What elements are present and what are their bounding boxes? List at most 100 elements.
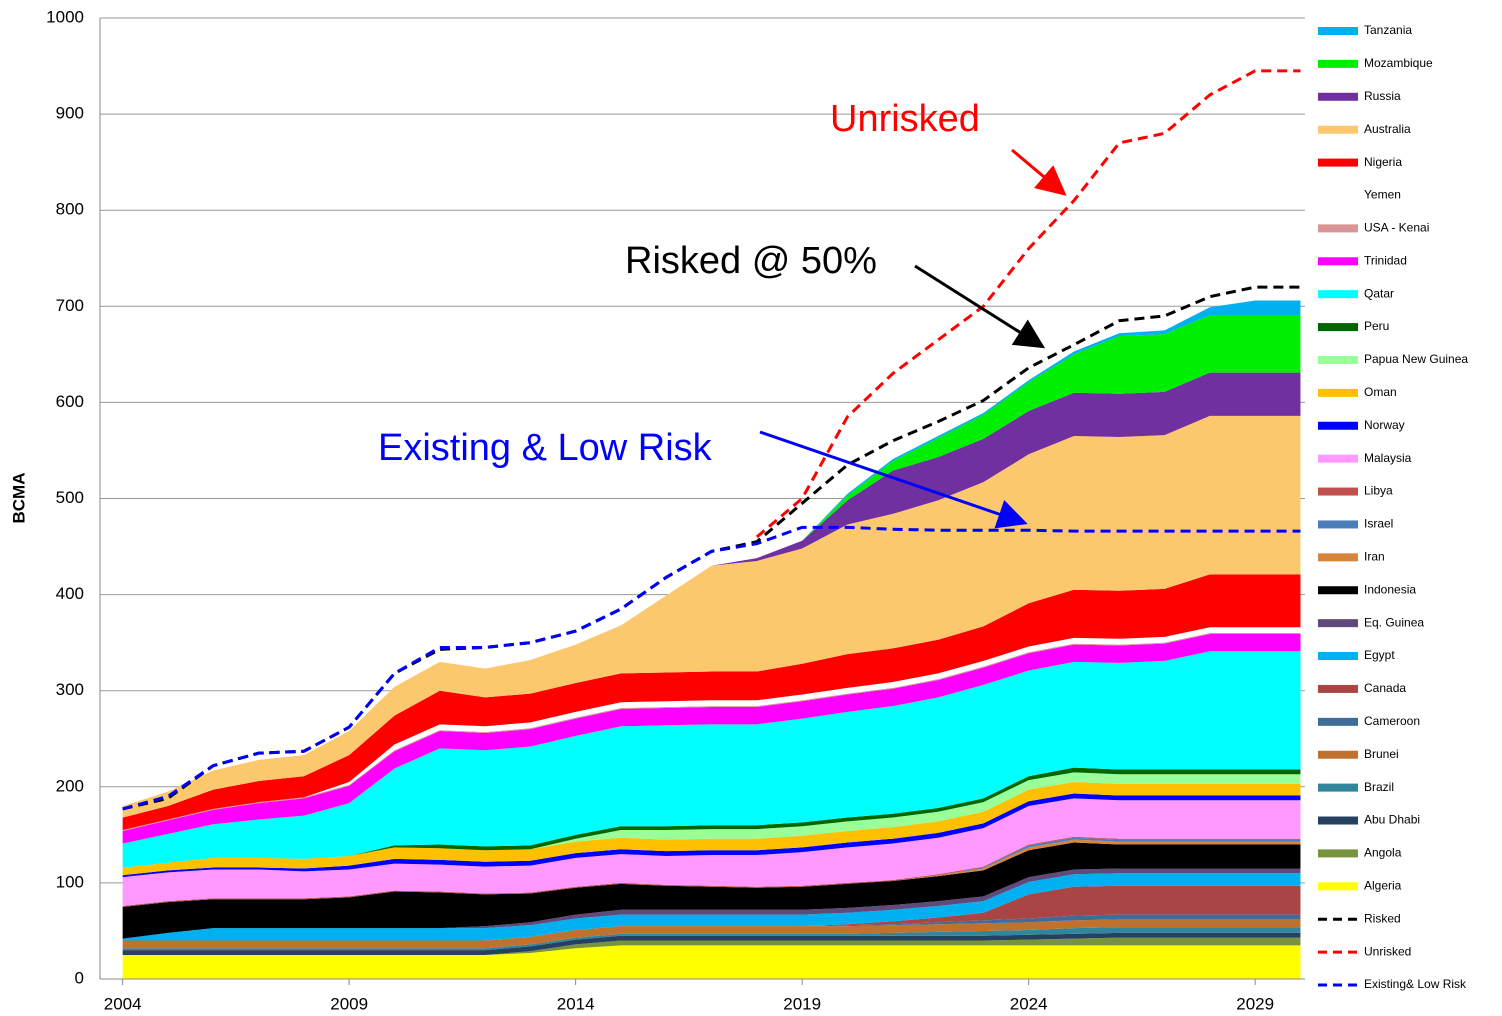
legend: Tanzania Mozambique Russia Australia Nigeria… — [1318, 23, 1468, 991]
legend-swatch — [1318, 816, 1358, 825]
legend-swatch — [1318, 487, 1358, 496]
legend-label: Egypt — [1364, 648, 1395, 662]
x-tick-label: 2029 — [1236, 994, 1274, 1013]
legend-swatch — [1318, 125, 1358, 134]
arrow — [1011, 148, 1067, 196]
area — [122, 793, 1301, 878]
legend-swatch — [1318, 553, 1358, 562]
legend-swatch — [1318, 684, 1358, 693]
y-tick-label: 800 — [56, 200, 84, 219]
y-tick-label: 1000 — [46, 7, 84, 26]
legend-label: Abu Dhabi — [1364, 813, 1420, 827]
x-tick-label: 2014 — [557, 994, 595, 1013]
legend-swatch — [1318, 290, 1358, 299]
legend-label: Trinidad — [1364, 253, 1407, 267]
legend-swatch — [1318, 257, 1358, 266]
line — [122, 525, 1301, 811]
x-tick-label: 2019 — [783, 994, 821, 1013]
x-tick-label: 2009 — [330, 994, 368, 1013]
legend-label: Brazil — [1364, 780, 1394, 794]
legend-swatch — [1318, 849, 1358, 858]
area — [122, 945, 1301, 979]
legend-label: Angola — [1364, 846, 1402, 860]
legend-label: Eq. Guinea — [1364, 615, 1424, 629]
legend-swatch — [1318, 652, 1358, 661]
legend-label: Oman — [1364, 385, 1397, 399]
area — [122, 842, 1301, 939]
y-tick-label: 400 — [56, 584, 84, 603]
legend-swatch — [1318, 520, 1358, 529]
area — [122, 873, 1301, 941]
area — [122, 919, 1301, 949]
legend-label: Unrisked — [1364, 944, 1411, 958]
legend-swatch — [1318, 717, 1358, 726]
legend-label: Israel — [1364, 517, 1393, 531]
legend-label: Indonesia — [1364, 582, 1416, 596]
legend-swatch — [1318, 882, 1358, 891]
y-tick-label: 700 — [56, 296, 84, 315]
legend-swatch — [1318, 191, 1358, 200]
legend-swatch — [1318, 158, 1358, 167]
area — [122, 914, 1301, 941]
y-tick-label: 200 — [56, 776, 84, 795]
legend-swatch — [1318, 388, 1358, 397]
area — [122, 885, 1301, 941]
arrows — [759, 148, 1067, 529]
legend-swatch — [1318, 586, 1358, 595]
legend-label: USA - Kenai — [1364, 221, 1429, 235]
legend-label: Risked — [1364, 911, 1401, 925]
area — [122, 314, 1301, 807]
area — [122, 372, 1301, 807]
area — [122, 932, 1301, 955]
y-tick-label: 500 — [56, 488, 84, 507]
area — [122, 798, 1301, 906]
y-tick-label: 900 — [56, 104, 84, 123]
legend-label: Cameroon — [1364, 714, 1420, 728]
y-tick-label: 600 — [56, 392, 84, 411]
legend-label: Qatar — [1364, 286, 1394, 300]
legend-label: Malaysia — [1364, 451, 1412, 465]
legend-label: Algeria — [1364, 878, 1402, 892]
x-tick-label: 2004 — [104, 994, 142, 1013]
x-tick-label: 2024 — [1010, 994, 1048, 1013]
line — [755, 69, 1301, 539]
areas — [100, 17, 1305, 980]
legend-swatch — [1318, 224, 1358, 233]
legend-label: Peru — [1364, 319, 1389, 333]
y-tick-label: 100 — [56, 872, 84, 891]
y-tick-label: 0 — [75, 968, 84, 987]
area — [122, 651, 1301, 868]
legend-swatch — [1318, 355, 1358, 364]
legend-swatch — [1318, 750, 1358, 759]
area — [122, 574, 1301, 831]
arrow — [914, 264, 1046, 349]
legend-label: Libya — [1364, 484, 1393, 498]
legend-label: Brunei — [1364, 747, 1399, 761]
legend-swatch — [1318, 454, 1358, 463]
legend-swatch — [1318, 27, 1358, 35]
legend-label: Tanzania — [1364, 23, 1412, 37]
legend-swatch — [1318, 783, 1358, 792]
arrow — [759, 430, 1028, 529]
legend-label: Iran — [1364, 550, 1385, 564]
annotation: Existing & Low Risk — [378, 427, 713, 469]
y-tick-label: 300 — [56, 680, 84, 699]
legend-swatch — [1318, 421, 1358, 430]
annotation: Unrisked — [830, 98, 980, 140]
legend-swatch — [1318, 323, 1358, 332]
legend-label: Mozambique — [1364, 56, 1433, 70]
legend-swatch — [1318, 59, 1358, 68]
legend-label: Australia — [1364, 122, 1411, 136]
area — [122, 781, 1301, 876]
area — [122, 937, 1301, 955]
legend-swatch — [1318, 92, 1358, 101]
lines — [122, 69, 1301, 811]
legend-label: Canada — [1364, 681, 1406, 695]
area — [122, 772, 1301, 868]
legend-label: Norway — [1364, 418, 1405, 432]
legend-label: Nigeria — [1364, 155, 1402, 169]
legend-label: Yemen — [1364, 188, 1401, 202]
area — [122, 634, 1301, 844]
legend-label: Papua New Guinea — [1364, 352, 1468, 366]
